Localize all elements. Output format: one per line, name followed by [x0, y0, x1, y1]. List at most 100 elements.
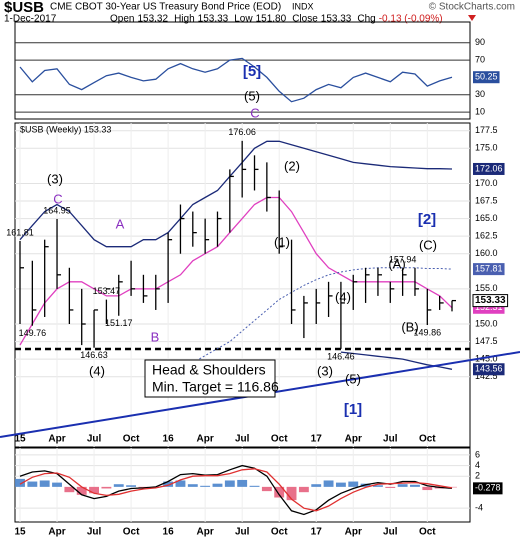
- series-line: [19, 140, 453, 248]
- panel: [15, 123, 470, 447]
- quote: Open 153.32 High 153.33 Low 151.80 Close 153.33…: [110, 14, 443, 25]
- panel-frame: [14, 21, 471, 120]
- histogram-bar: [373, 485, 383, 487]
- last-value-label-box: [473, 363, 505, 376]
- x-tick-label: Jul: [87, 527, 102, 538]
- series-line: [19, 57, 453, 103]
- y-tick-label: 4: [475, 460, 480, 470]
- wave-label: [5]: [243, 63, 261, 80]
- last-value-label: 50.25: [475, 72, 498, 82]
- wave-label: (4): [335, 289, 351, 304]
- high-label: 161.81: [6, 227, 34, 237]
- x-tick-label: Oct: [271, 527, 288, 538]
- quote-label: High: [174, 14, 195, 25]
- y-tick-label: 10: [475, 106, 485, 116]
- y-tick-label: 162.5: [475, 231, 498, 241]
- histogram-bar: [89, 486, 99, 494]
- y-tick-label: 2: [475, 471, 480, 481]
- wave-label: (C): [419, 237, 437, 252]
- histogram-bar: [385, 486, 396, 488]
- exchange: INDX: [292, 1, 314, 11]
- wave-label: (1): [274, 234, 290, 249]
- histogram-bar: [397, 484, 408, 487]
- histogram-bar: [311, 484, 322, 487]
- y-tick-label: 167.5: [475, 195, 498, 205]
- x-tick-label: Oct: [271, 434, 288, 445]
- wave-label: (2): [284, 158, 300, 173]
- x-tick-label: Jul: [87, 434, 102, 445]
- y-tick-label: 90: [475, 37, 485, 47]
- y-tick-label: 160.0: [475, 248, 498, 258]
- x-tick-label: 17: [311, 434, 323, 445]
- last-value-label: 157.81: [475, 263, 503, 273]
- x-tick-label: Apr: [48, 527, 65, 538]
- last-value-label-box: [473, 482, 503, 495]
- low-label: 151.17: [105, 318, 133, 328]
- histogram-bar: [323, 480, 334, 487]
- wave-label: (5): [244, 88, 260, 103]
- wave-label: C: [250, 105, 259, 120]
- low-label: 149.76: [19, 328, 47, 338]
- y-tick-label: 30: [475, 89, 485, 99]
- histogram-bar: [113, 484, 124, 487]
- y-tick-label: 6: [475, 449, 480, 459]
- wave-label: B: [151, 329, 160, 344]
- quote-value: 153.32: [137, 14, 168, 25]
- wave-label: (3): [47, 171, 63, 186]
- high-label: 164.95: [43, 205, 71, 215]
- y-tick-label: 165.0: [475, 213, 498, 223]
- wave-label: (5): [345, 371, 361, 386]
- histogram-bar: [348, 481, 359, 487]
- series-line: [19, 468, 453, 512]
- low-label: 146.46: [327, 351, 355, 361]
- histogram-bar: [212, 483, 223, 487]
- histogram-bar: [410, 484, 420, 487]
- x-tick-label: Apr: [345, 527, 362, 538]
- histogram-bar: [126, 485, 137, 487]
- y-tick-label: 70: [475, 54, 485, 64]
- series-line: [19, 196, 453, 346]
- wave-label: [2]: [418, 211, 436, 228]
- x-tick-label: 17: [311, 527, 323, 538]
- histogram-bar: [422, 486, 433, 491]
- x-tick-label: 15: [14, 434, 26, 445]
- histogram-bar: [335, 482, 346, 487]
- symbol: $USB: [4, 0, 44, 16]
- wave-label: (A): [388, 256, 405, 271]
- x-tick-label: 15: [14, 527, 26, 538]
- x-tick-label: Apr: [48, 434, 65, 445]
- quote-label: Chg: [357, 14, 375, 25]
- histogram-bar: [224, 480, 235, 487]
- x-tick-label: Jul: [383, 527, 398, 538]
- y-tick-label: 170.0: [475, 178, 498, 188]
- y-tick-label: 150.0: [475, 318, 498, 328]
- x-tick-label: Oct: [123, 434, 140, 445]
- histogram-bar: [200, 485, 211, 487]
- last-value-label-box: [473, 162, 505, 175]
- histogram-bar: [274, 486, 285, 498]
- x-tick-label: Apr: [197, 527, 214, 538]
- x-tick-label: 16: [163, 434, 175, 445]
- legend: $USB (Weekly) 153.33: [20, 124, 111, 134]
- quote-label: Low: [234, 14, 253, 25]
- x-tick-label: Oct: [419, 527, 436, 538]
- histogram-bar: [447, 486, 457, 488]
- histogram-bar: [261, 486, 272, 492]
- panel: [15, 448, 470, 522]
- note-box: [144, 359, 276, 398]
- x-tick-label: Jul: [383, 434, 398, 445]
- high-label: 176.06: [228, 127, 256, 137]
- last-value-label: 143.56: [475, 364, 503, 374]
- note-line: Min. Target = 116.86: [152, 379, 279, 395]
- close-label-box: [472, 294, 509, 308]
- note-line: Head & Shoulders: [152, 362, 266, 378]
- wave-label: C: [53, 191, 62, 206]
- series-line: [19, 464, 453, 516]
- y-tick-label: 175.0: [475, 143, 498, 153]
- down-arrow: [468, 15, 476, 21]
- x-tick-label: 16: [163, 527, 175, 538]
- y-tick-label: 155.0: [475, 283, 498, 293]
- x-tick-label: Jul: [235, 527, 250, 538]
